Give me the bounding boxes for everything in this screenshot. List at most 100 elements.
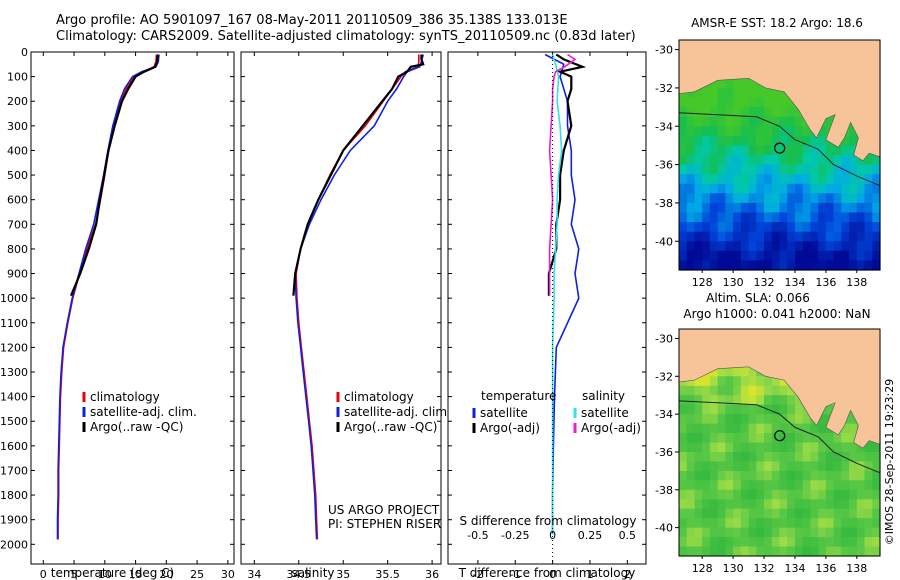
map-cell <box>795 480 804 491</box>
map-cell <box>748 385 757 396</box>
map-cell <box>864 260 873 271</box>
map-cell <box>709 183 719 194</box>
map-cell <box>694 414 703 425</box>
map-cell <box>764 414 773 425</box>
map-cell <box>818 546 827 557</box>
map-cell <box>764 174 773 185</box>
map-cell <box>771 164 781 175</box>
map-cell <box>787 433 796 444</box>
map-cell <box>810 260 819 271</box>
map-cell <box>810 155 819 166</box>
map-cell <box>679 174 688 185</box>
map-cell <box>825 508 835 519</box>
map-cell <box>864 241 873 252</box>
map-cell <box>748 423 757 434</box>
map-cell <box>841 222 850 233</box>
map-cell <box>771 404 781 415</box>
x2tick-label: -0.5 <box>467 529 488 542</box>
legend-label: satellite-adj. clim. <box>90 405 197 419</box>
map-cell <box>702 202 711 214</box>
map-cell <box>694 546 703 557</box>
map-cell <box>802 212 811 223</box>
map-cell <box>686 537 695 548</box>
map-cell <box>725 116 734 127</box>
map-cell <box>740 107 750 118</box>
map-cell <box>841 145 850 156</box>
map-cell <box>702 241 711 252</box>
map-cell <box>748 489 757 500</box>
map-cell <box>787 480 796 491</box>
map-cell <box>864 452 873 463</box>
map-cell <box>725 508 734 519</box>
map-cell <box>779 414 788 425</box>
map-cell <box>733 231 742 242</box>
map-cell <box>764 260 773 271</box>
map-cell <box>748 546 757 557</box>
map-cell <box>841 452 850 463</box>
map-cell <box>841 202 850 214</box>
map-cell <box>717 212 726 223</box>
map-cell <box>717 164 726 175</box>
map-cell <box>818 423 827 434</box>
map-cell <box>779 376 788 387</box>
map-cell <box>686 155 695 166</box>
map-cell <box>779 126 788 137</box>
map-cell <box>679 126 688 137</box>
map-cell <box>756 135 765 146</box>
map-cell <box>795 202 804 214</box>
map-cell <box>802 174 811 185</box>
map-cell <box>779 155 788 166</box>
map-cell <box>764 183 773 194</box>
map-cell <box>856 452 866 463</box>
map-cell <box>725 107 734 118</box>
map-cell <box>679 260 688 271</box>
map-cell <box>725 433 734 444</box>
map-cell <box>702 155 711 166</box>
map-cell <box>856 164 866 175</box>
map-cell <box>833 489 842 500</box>
map-cell <box>849 222 858 233</box>
map-cell <box>764 452 773 463</box>
plot-frame-temp <box>30 51 235 565</box>
series-line-argorawqc <box>69 54 159 297</box>
map-cell <box>787 193 796 204</box>
map-cell <box>733 183 742 194</box>
map-cell <box>725 222 734 233</box>
map-cell <box>686 385 695 396</box>
map-cell <box>833 164 842 175</box>
map-cell <box>740 461 750 472</box>
map-cell <box>810 174 819 185</box>
map-cell <box>825 546 835 557</box>
legend-label: satellite <box>480 406 528 420</box>
map-cell <box>825 222 835 233</box>
map-cell <box>810 470 819 481</box>
map-cell <box>709 546 719 557</box>
map-cell <box>787 164 796 175</box>
map-cell <box>740 260 750 271</box>
map-cell <box>725 155 734 166</box>
map-cell <box>841 461 850 472</box>
map-cell <box>756 126 765 137</box>
map-cell <box>686 126 695 137</box>
map-cell <box>864 546 873 557</box>
map-cell <box>764 97 773 108</box>
map-cell <box>825 404 835 415</box>
map-cell <box>833 222 842 233</box>
map-cell <box>694 145 703 156</box>
map-cell <box>856 442 866 453</box>
map-cell <box>694 202 703 214</box>
map-cell <box>833 212 842 223</box>
map-cell <box>872 202 881 214</box>
map-cell <box>818 470 827 481</box>
map-cell <box>740 537 750 548</box>
map-cell <box>779 527 788 538</box>
map-cell <box>856 527 866 538</box>
map-cell <box>709 537 719 548</box>
map-cell <box>849 537 858 548</box>
plot-frame-diff <box>447 51 647 565</box>
map-cell <box>841 442 850 453</box>
map-cell <box>795 527 804 538</box>
map-cell <box>748 155 757 166</box>
map-cell <box>849 442 858 453</box>
map-cell <box>748 193 757 204</box>
